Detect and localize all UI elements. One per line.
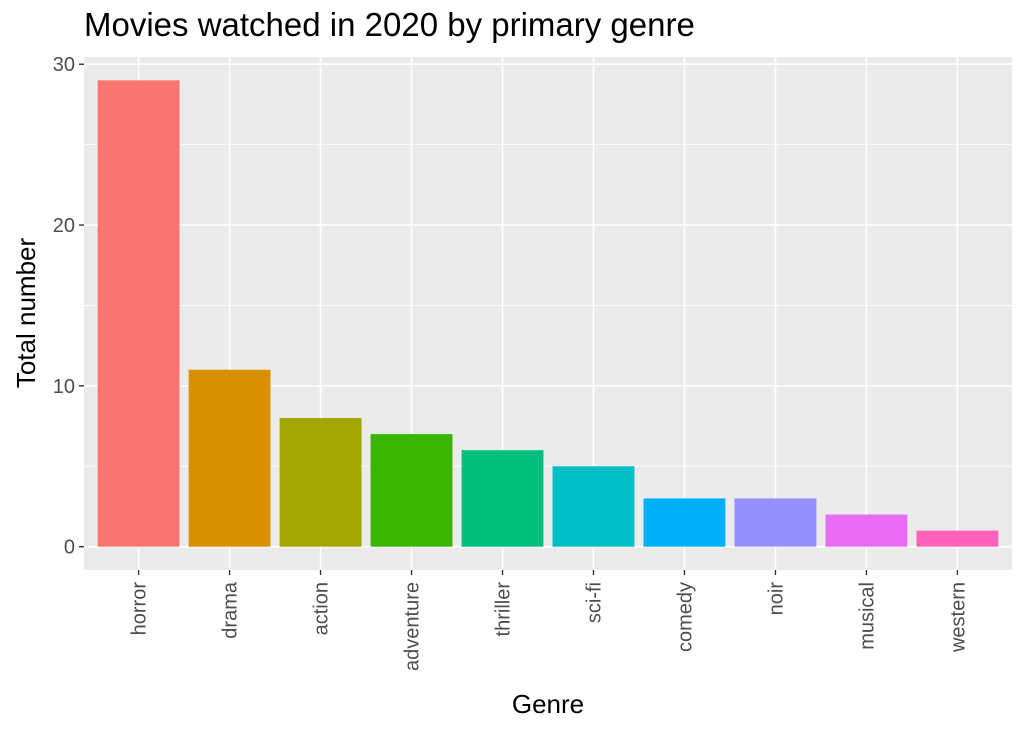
x-tick-label: noir (765, 582, 787, 616)
chart-title: Movies watched in 2020 by primary genre (84, 6, 695, 43)
y-tick-label: 30 (53, 54, 75, 76)
bar-action (279, 418, 362, 547)
bar-horror (97, 80, 180, 547)
bar-comedy (643, 498, 726, 547)
bars (97, 80, 999, 547)
y-tick-label: 10 (53, 376, 75, 398)
bar-musical (825, 514, 908, 547)
bar-adventure (370, 434, 453, 547)
x-tick-label: musical (856, 582, 878, 650)
x-tick-label: drama (220, 581, 242, 639)
x-tick-label: western (947, 582, 969, 653)
y-axis: 0 10 20 30 (53, 54, 84, 559)
y-tick-label: 20 (53, 215, 75, 237)
bar-drama (188, 369, 271, 547)
x-tick-label: action (311, 582, 333, 635)
x-axis-label: Genre (512, 689, 584, 719)
bar-western (916, 530, 999, 547)
x-tick-label: horror (129, 582, 151, 636)
bar-thriller (461, 450, 544, 547)
x-tick-label: thriller (493, 582, 515, 637)
y-axis-label: Total number (11, 238, 41, 389)
x-axis: horror drama action adventure thriller sci-fi… (129, 570, 969, 671)
bar-noir (734, 498, 817, 547)
bar-sci-fi (552, 466, 635, 547)
x-tick-label: comedy (674, 582, 696, 652)
x-tick-label: adventure (402, 582, 424, 671)
y-tick-label: 0 (64, 537, 75, 559)
x-tick-label: sci-fi (583, 582, 605, 623)
